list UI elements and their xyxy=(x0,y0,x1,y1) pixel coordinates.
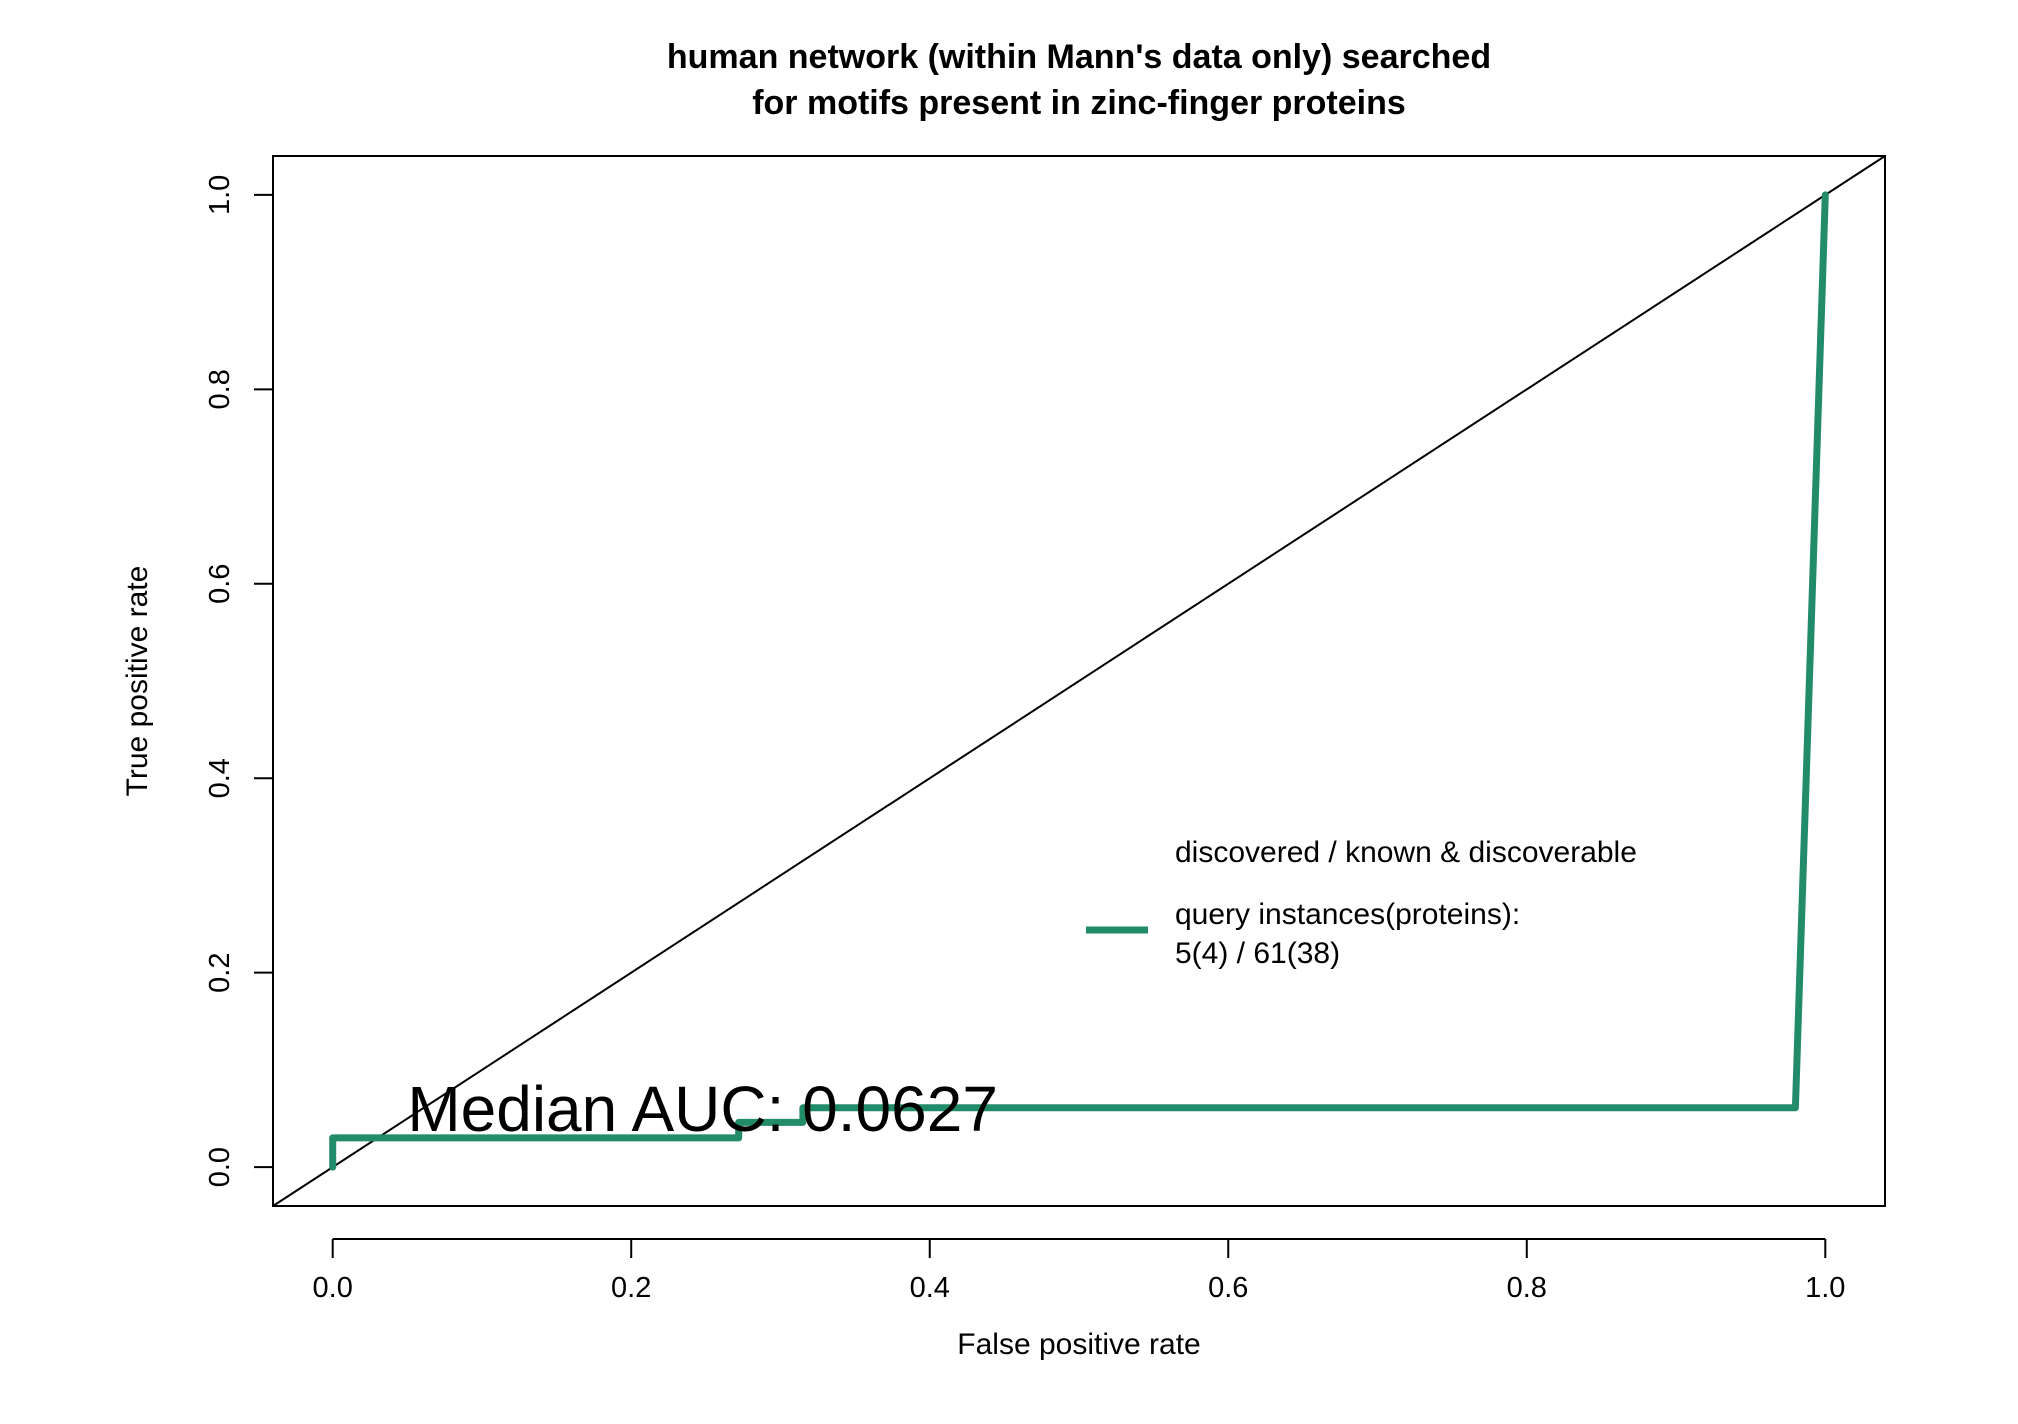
legend-entry-line-1: query instances(proteins): xyxy=(1175,898,1520,931)
legend-header: discovered / known & discoverable xyxy=(1175,836,1637,869)
chart-title-line-2: for motifs present in zinc-finger protei… xyxy=(752,84,1406,122)
legend: discovered / known & discoverable query … xyxy=(1086,836,1637,970)
y-axis: 0.0 0.2 0.4 0.6 0.8 1.0 xyxy=(204,175,274,1187)
x-tick-label: 0.2 xyxy=(611,1272,651,1304)
chart-title-line-1: human network (within Mann's data only) … xyxy=(667,38,1491,76)
y-tick-label: 0.4 xyxy=(204,758,236,798)
plot-area xyxy=(272,155,1886,1207)
legend-entry-line-2: 5(4) / 61(38) xyxy=(1175,937,1340,970)
y-tick-label: 0.6 xyxy=(204,564,236,604)
y-axis-label: True positive rate xyxy=(121,566,154,797)
diagonal-reference-line xyxy=(272,155,1886,1207)
y-tick-label: 0.2 xyxy=(204,953,236,993)
x-tick-label: 0.0 xyxy=(313,1272,353,1304)
x-tick-label: 1.0 xyxy=(1805,1272,1845,1304)
x-tick-label: 0.8 xyxy=(1507,1272,1547,1304)
roc-curve xyxy=(329,191,1829,1171)
median-auc-annotation: Median AUC: 0.0627 xyxy=(407,1073,998,1145)
y-tick-label: 0.0 xyxy=(204,1147,236,1187)
y-tick-label: 0.8 xyxy=(204,369,236,409)
x-axis: 0.0 0.2 0.4 0.6 0.8 1.0 xyxy=(313,1238,1845,1304)
x-tick-label: 0.6 xyxy=(1208,1272,1248,1304)
x-axis-label: False positive rate xyxy=(957,1328,1200,1361)
x-tick-label: 0.4 xyxy=(910,1272,950,1304)
y-tick-label: 1.0 xyxy=(204,175,236,215)
